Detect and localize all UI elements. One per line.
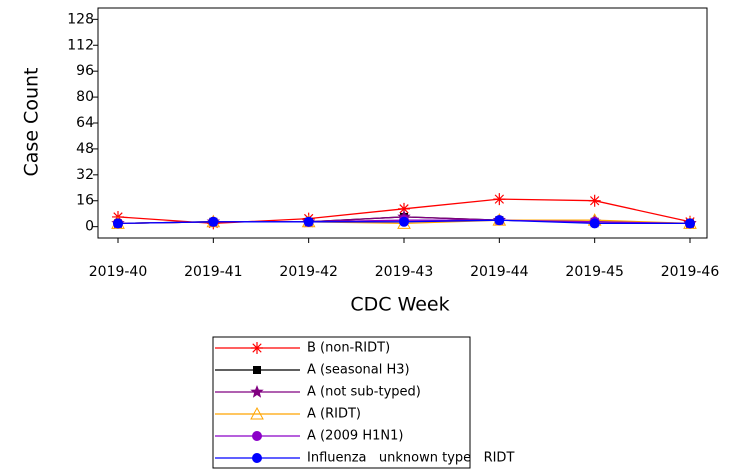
y-tick-label: 48 [76,141,94,157]
data-point [399,216,409,227]
data-point [685,218,695,229]
x-tick-label: 2019-40 [89,264,148,280]
y-tick-label: 96 [76,63,94,79]
legend-label: B (non-RIDT) [307,341,390,356]
data-point [208,216,219,227]
y-tick-label: 128 [67,11,94,27]
legend-marker [250,406,264,420]
legend-label: A (seasonal H3) [307,363,410,378]
legend-marker [252,431,262,441]
y-tick-label: 112 [67,37,94,53]
y-tick-label: 16 [76,193,94,209]
x-tick-label: 2019-45 [565,264,624,280]
x-tick-label: 2019-43 [375,264,434,280]
x-tick-label: 2019-44 [470,264,529,280]
data-point [398,202,410,215]
data-point [303,216,314,227]
y-axis-title: Case Count [21,68,43,177]
y-tick-label: 64 [76,115,94,131]
x-axis-title: CDC Week [350,294,449,316]
y-tick-label: 80 [76,89,94,105]
y-tick-label: 32 [76,167,94,183]
legend-marker [252,453,262,463]
data-point [113,218,123,229]
legend-marker [250,385,264,398]
y-tick-label: 0 [85,219,94,235]
x-tick-label: 2019-46 [661,264,720,280]
legend-marker [253,366,261,374]
legend-marker [251,342,263,354]
legend-box [212,336,471,469]
data-point [494,215,505,226]
x-tick-label: 2019-42 [279,264,338,280]
data-point [588,194,601,207]
plot-frame [97,7,708,239]
legend-label: A (RIDT) [307,407,361,422]
data-point [493,193,506,206]
legend-label: A (2009 H1N1) [307,429,403,444]
x-tick-label: 2019-41 [184,264,243,280]
data-point [589,218,600,229]
legend-label: A (not sub-typed) [307,385,421,400]
legend-label: Influenza unknown type RIDT [307,451,514,466]
